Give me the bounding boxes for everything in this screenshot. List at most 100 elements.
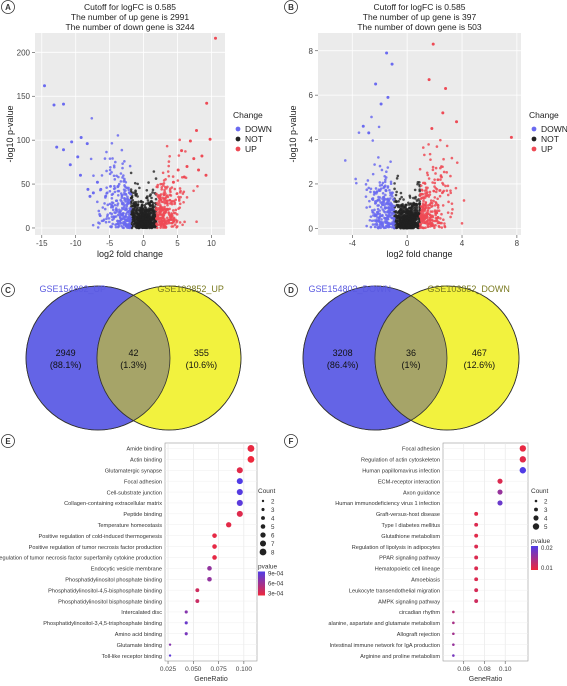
up-point	[157, 217, 161, 220]
down-point	[112, 164, 116, 167]
down-point	[361, 124, 365, 128]
up-point	[420, 226, 424, 229]
down-point	[390, 62, 394, 66]
size-legend-dot	[261, 516, 265, 520]
chart-title-line: The number of down gene is 3244	[65, 22, 194, 32]
up-point	[442, 157, 445, 161]
not-point	[396, 215, 400, 219]
not-point	[136, 218, 139, 221]
up-point	[435, 211, 439, 215]
panel-d-badge: D	[288, 286, 294, 295]
dot-point	[474, 588, 479, 593]
not-point	[410, 225, 414, 228]
down-point	[387, 199, 391, 203]
down-point	[377, 226, 380, 230]
not-point	[142, 216, 145, 220]
color-legend-bar	[531, 546, 538, 570]
not-point	[408, 196, 412, 199]
down-point	[113, 186, 117, 190]
up-point	[431, 165, 435, 169]
down-point	[117, 175, 120, 179]
not-point	[139, 225, 142, 228]
down-point	[382, 201, 386, 205]
y-tick-label: 4	[309, 136, 314, 145]
down-point	[380, 183, 384, 187]
down-point	[375, 211, 379, 214]
category-label: Axon guidance	[403, 490, 440, 496]
up-point	[168, 221, 172, 225]
x-axis-label: log2 fold change	[386, 249, 452, 259]
down-points	[343, 51, 396, 230]
down-point	[381, 213, 384, 217]
up-point	[175, 213, 179, 216]
category-label: Actin binding	[130, 458, 162, 464]
up-point	[175, 192, 179, 196]
x-tick-label: 0.08	[478, 666, 491, 673]
up-point	[426, 206, 430, 210]
not-point	[399, 222, 402, 226]
up-point	[424, 212, 428, 216]
down-point	[96, 200, 99, 204]
legend-swatch	[235, 136, 241, 142]
up-point	[429, 216, 432, 219]
up-point	[436, 178, 440, 181]
down-point	[108, 189, 112, 193]
up-point	[424, 205, 428, 208]
up-point	[195, 220, 198, 224]
down-point	[103, 207, 107, 211]
down-point	[390, 225, 394, 229]
up-point	[426, 223, 429, 226]
not-point	[414, 197, 417, 200]
category-label: Amoebiasis	[411, 577, 440, 583]
size-legend-dot	[259, 540, 267, 547]
not-point	[406, 210, 410, 214]
up-point	[172, 217, 176, 221]
not-point	[138, 186, 141, 190]
legend-swatch	[531, 136, 537, 142]
not-point	[402, 208, 405, 211]
category-label: Arginine and proline metabolism	[360, 654, 440, 660]
legend-title: Change	[529, 110, 559, 120]
down-point	[376, 216, 379, 219]
up-point	[157, 210, 161, 214]
down-point	[125, 204, 129, 208]
not-point	[146, 208, 149, 212]
dot-point	[195, 599, 200, 603]
down-point	[119, 192, 123, 195]
category-label: alanine, aspartate and glutamate metabol…	[328, 621, 440, 627]
not-point	[408, 221, 412, 224]
dot-point	[474, 544, 479, 549]
x-tick-label: 4	[460, 239, 465, 248]
y-axis-label: -log10 p-value	[288, 105, 298, 162]
category-label: Temperature homeostasis	[98, 523, 163, 529]
up-point	[442, 170, 446, 174]
x-tick-label: 0	[405, 239, 410, 248]
color-legend-label: 6e-04	[268, 582, 284, 588]
dot-point	[212, 533, 217, 538]
panel-c-venn: GSE154802_UP GSE103852_UP 2949 (88.1%) 42 (1.…	[1, 283, 242, 431]
up-point	[161, 171, 165, 175]
category-label: Positive regulation of tumor necrosis fa…	[0, 556, 162, 562]
not-point	[397, 200, 400, 203]
down-point	[111, 222, 115, 226]
dot-point	[184, 610, 188, 614]
up-point	[430, 126, 434, 130]
down-point	[127, 188, 131, 192]
down-point	[373, 208, 376, 212]
not-point	[143, 220, 147, 224]
x-tick-label: 0.100	[236, 666, 253, 673]
down-point	[388, 191, 392, 195]
venn-left-count: 3208	[333, 348, 353, 358]
up-point	[429, 210, 433, 213]
up-point	[188, 139, 192, 143]
up-point	[433, 226, 436, 230]
down-point	[385, 201, 389, 205]
up-point	[425, 188, 428, 192]
venn-right-outline	[96, 285, 242, 431]
down-point	[85, 142, 89, 146]
category-label: Intercalated disc	[121, 610, 162, 616]
up-point	[426, 209, 429, 213]
down-point	[369, 215, 373, 218]
not-point	[395, 177, 399, 180]
dot-point	[195, 588, 200, 593]
